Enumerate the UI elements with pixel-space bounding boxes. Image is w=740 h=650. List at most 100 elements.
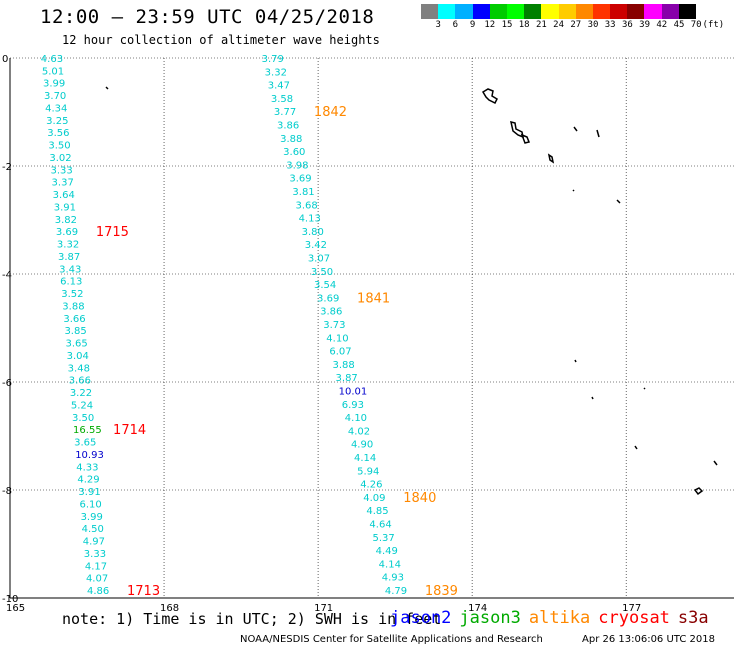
legend-swatch bbox=[678, 4, 696, 19]
wave-height-value: 4.34 bbox=[45, 103, 67, 114]
lon-tick-label: 177 bbox=[622, 603, 641, 614]
legend-swatch bbox=[438, 4, 456, 19]
wave-height-value: 4.85 bbox=[366, 506, 388, 517]
wave-height-value: 3.86 bbox=[277, 121, 299, 132]
wave-height-value: 3.66 bbox=[63, 314, 85, 325]
legend-swatch bbox=[472, 4, 490, 19]
island-outline bbox=[643, 387, 646, 390]
wave-height-value: 4.90 bbox=[351, 440, 373, 451]
wave-height-value: 3.32 bbox=[265, 67, 287, 78]
pass-time-label: 1715 bbox=[96, 225, 129, 240]
wave-height-value: 3.85 bbox=[64, 326, 86, 337]
satellite-jason2: jason2 bbox=[390, 608, 452, 628]
wave-height-value: 3.68 bbox=[295, 200, 317, 211]
legend-swatch bbox=[627, 4, 645, 19]
wave-height-value: 5.37 bbox=[373, 533, 395, 544]
wave-height-value: 3.52 bbox=[61, 289, 83, 300]
track-west: 4.635.013.993.704.343.253.563.503.023.33… bbox=[41, 54, 160, 599]
legend-label: 18 bbox=[518, 20, 530, 30]
pass-time-label: 1839 bbox=[425, 584, 458, 599]
wave-height-value: 3.91 bbox=[54, 202, 76, 213]
wave-height-value: 3.77 bbox=[274, 107, 296, 118]
legend-label: 42 bbox=[656, 20, 668, 30]
island-outline bbox=[574, 359, 577, 363]
island-outline bbox=[520, 133, 531, 144]
legend-label: (ft) bbox=[702, 20, 725, 30]
satellite-s3a: s3a bbox=[677, 608, 709, 628]
wave-height-value: 3.65 bbox=[74, 438, 96, 449]
wave-height-value: 4.86 bbox=[87, 586, 109, 597]
wave-height-value: 3.99 bbox=[43, 79, 65, 90]
wave-height-value: 3.87 bbox=[336, 373, 358, 384]
wave-height-value: 3.80 bbox=[302, 227, 324, 238]
lon-tick-label: 171 bbox=[314, 603, 333, 614]
island-outline bbox=[713, 460, 718, 466]
color-legend-labels: 3 6 9 12 15 18 21 24 27 30 33 36 39 42 45 70 (ft) bbox=[421, 20, 740, 34]
pass-time-label: 1840 bbox=[403, 491, 436, 506]
wave-height-value: 3.43 bbox=[59, 264, 81, 275]
lon-tick-label: 168 bbox=[160, 603, 179, 614]
island-outline bbox=[616, 199, 621, 204]
legend-label: 12 bbox=[484, 20, 496, 30]
wave-height-value: 4.13 bbox=[299, 214, 321, 225]
lat-tick-label: -2 bbox=[2, 162, 12, 173]
legend-swatch bbox=[421, 4, 439, 19]
wave-height-value: 3.64 bbox=[53, 190, 75, 201]
wave-height-value: 3.87 bbox=[58, 252, 80, 263]
wave-height-value: 3.60 bbox=[283, 147, 305, 158]
lon-tick-label: 174 bbox=[468, 603, 487, 614]
wave-height-value: 4.63 bbox=[41, 54, 63, 65]
island-outline bbox=[634, 445, 638, 450]
wave-height-value: 3.32 bbox=[57, 240, 79, 251]
wave-height-value: 3.50 bbox=[311, 267, 333, 278]
wave-height-value: 3.58 bbox=[271, 94, 293, 105]
pass-time-label: 1841 bbox=[357, 291, 390, 306]
wave-height-value: 3.91 bbox=[78, 487, 100, 498]
wave-height-value: 3.33 bbox=[50, 165, 72, 176]
legend-label: 9 bbox=[469, 20, 476, 30]
legend-label: 3 bbox=[435, 20, 441, 30]
wave-height-value: 3.50 bbox=[72, 413, 94, 424]
pass-time-label: 1713 bbox=[127, 584, 160, 599]
wave-height-value: 3.73 bbox=[323, 320, 345, 331]
wave-height-value: 3.25 bbox=[46, 116, 68, 127]
legend-swatch bbox=[661, 4, 679, 19]
legend-swatch bbox=[575, 4, 593, 19]
legend-label: 6 bbox=[452, 20, 459, 30]
legend-swatch bbox=[541, 4, 559, 19]
wave-height-value: 6.07 bbox=[329, 347, 351, 358]
island-outline bbox=[573, 126, 578, 132]
wave-height-value: 3.42 bbox=[305, 240, 327, 251]
legend-swatch bbox=[506, 4, 525, 19]
wave-height-value: 3.54 bbox=[314, 280, 336, 291]
wave-height-value: 3.70 bbox=[44, 91, 66, 102]
wave-height-value: 4.10 bbox=[326, 333, 348, 344]
pass-time-label: 1714 bbox=[113, 423, 146, 438]
wave-height-value: 4.49 bbox=[376, 546, 398, 557]
wave-height-value: 4.10 bbox=[345, 413, 367, 424]
legend-label: 15 bbox=[501, 20, 513, 30]
wave-height-value: 4.14 bbox=[379, 559, 401, 570]
wave-height-value: 10.93 bbox=[75, 450, 104, 461]
wave-height-value: 4.09 bbox=[363, 493, 385, 504]
wave-height-value: 5.94 bbox=[357, 466, 379, 477]
island-outline bbox=[481, 88, 498, 105]
wave-height-value: 3.81 bbox=[292, 187, 314, 198]
island-outline bbox=[693, 487, 704, 496]
wave-height-value: 4.79 bbox=[385, 586, 407, 597]
wave-height-value: 10.01 bbox=[339, 387, 368, 398]
wave-height-value: 3.69 bbox=[56, 227, 78, 238]
track-east: 3.79 3.32 3.47 3.58 3.77 3.86 3.88 3.60 3.98 3.69… bbox=[262, 54, 458, 599]
wave-height-value: 3.37 bbox=[52, 178, 74, 189]
satellite-jason3: jason3 bbox=[459, 608, 521, 628]
legend-swatch bbox=[524, 4, 542, 19]
map-subtitle: 12 hour collection of altimeter wave hei… bbox=[62, 33, 380, 47]
legend-label: 33 bbox=[604, 20, 616, 30]
wave-height-value: 3.50 bbox=[48, 141, 70, 152]
wave-height-value: 3.69 bbox=[317, 293, 339, 304]
wave-height-value: 4.97 bbox=[83, 537, 105, 548]
island-outline bbox=[105, 86, 109, 90]
satellite-cryosat: cryosat bbox=[598, 608, 670, 628]
lon-tick-label: 165 bbox=[6, 603, 25, 614]
satellite-altika: altika bbox=[528, 608, 591, 628]
